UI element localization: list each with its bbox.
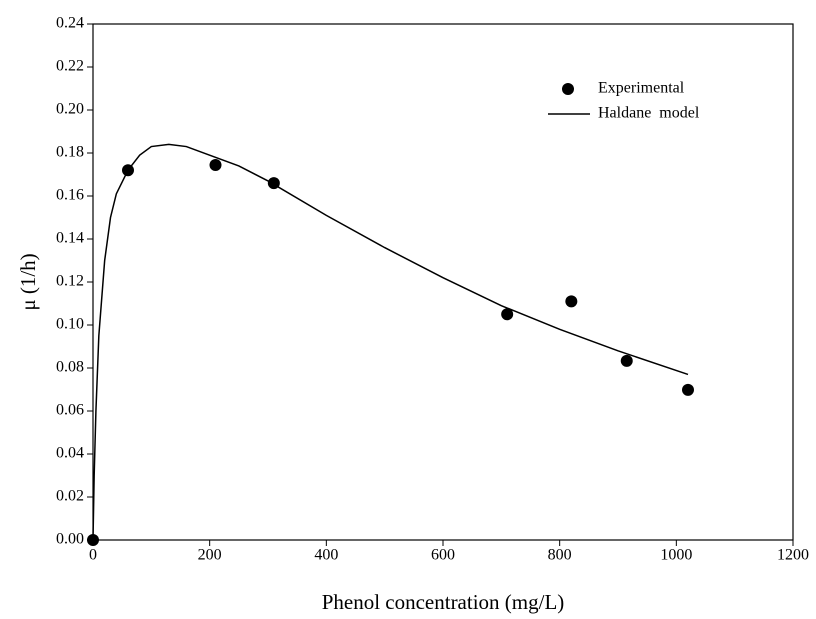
y-tick-label: 0.12 <box>56 273 84 290</box>
x-tick-label: 0 <box>89 547 97 564</box>
data-point <box>682 383 694 396</box>
x-tick-label: 200 <box>198 547 222 564</box>
y-axis-title: μ (1/h) <box>16 253 40 310</box>
data-point <box>501 308 514 321</box>
y-tick-label: 0.00 <box>56 531 84 548</box>
y-tick-label: 0.02 <box>56 488 84 505</box>
y-tick-label: 0.04 <box>56 445 84 462</box>
legend-marker <box>562 83 574 95</box>
plot-frame <box>92 23 794 541</box>
y-tick-label: 0.18 <box>56 144 84 161</box>
model-line <box>92 143 689 541</box>
x-tick-label: 800 <box>548 547 572 564</box>
x-tick-label: 1000 <box>660 547 692 564</box>
y-tick-label: 0.16 <box>56 187 84 204</box>
y-tick-label: 0.14 <box>56 230 84 247</box>
y-tick-label: 0.20 <box>56 101 84 118</box>
y-tick-label: 0.10 <box>56 316 84 333</box>
x-axis-title: Phenol concentration (mg/L) <box>322 590 565 614</box>
y-tick-label: 0.24 <box>56 15 84 32</box>
legend-label: Experimental <box>598 80 685 97</box>
y-tick-label: 0.08 <box>56 359 84 376</box>
y-tick-label: 0.06 <box>56 402 84 419</box>
legend-label: Haldane model <box>598 105 700 122</box>
data-point <box>209 159 222 172</box>
x-tick-label: 400 <box>314 547 338 564</box>
x-tick-label: 1200 <box>777 547 809 564</box>
data-point <box>620 354 633 367</box>
data-point <box>565 295 578 308</box>
y-tick-label: 0.22 <box>56 58 84 75</box>
x-tick-label: 600 <box>431 547 455 564</box>
